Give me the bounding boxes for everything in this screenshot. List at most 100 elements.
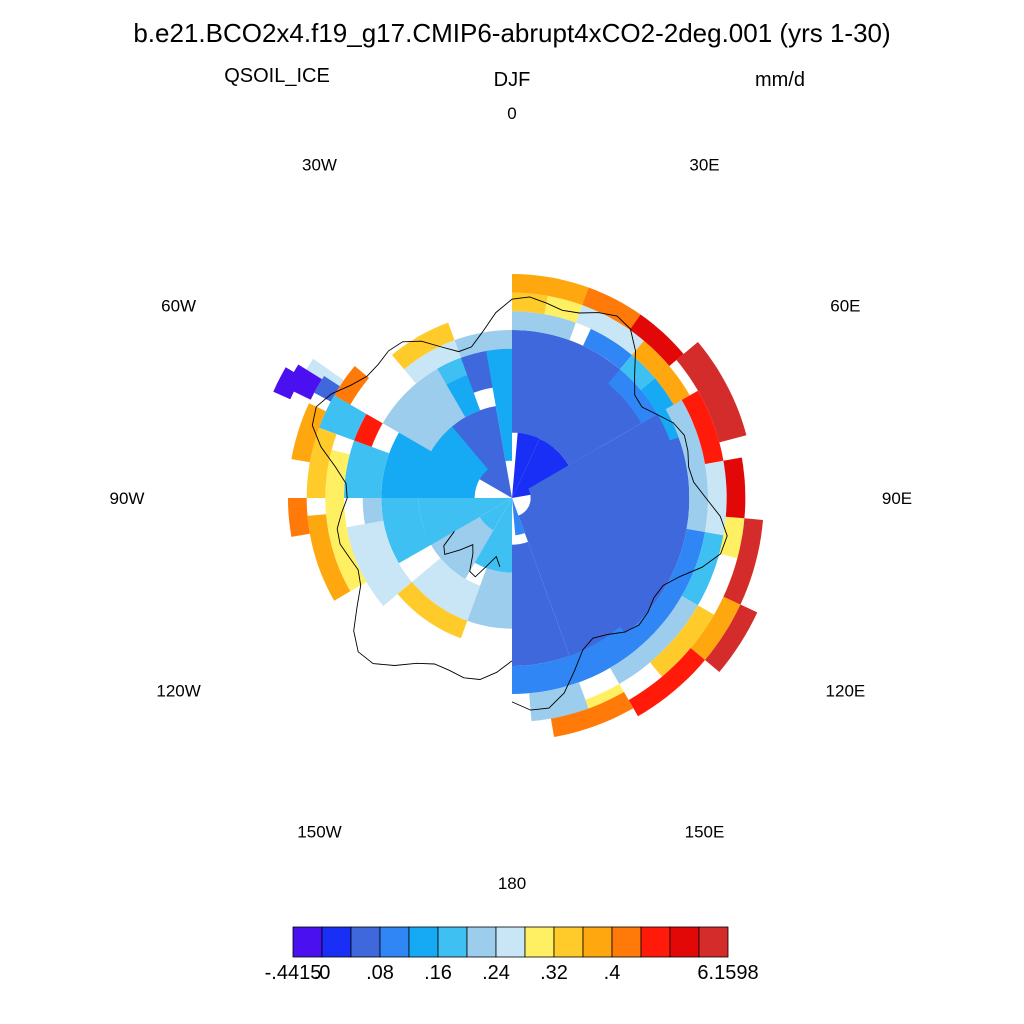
colorbar-box-11 <box>611 926 642 958</box>
colorbar-box-7 <box>495 926 526 958</box>
data-sector-64 <box>628 648 705 717</box>
colorbar-label-5: .32 <box>540 962 568 984</box>
coastline <box>311 296 728 711</box>
data-sector-59 <box>334 366 369 405</box>
data-sector-52 <box>397 582 468 639</box>
longitude-labels: 0 30E 60E 90E 120E 150E 180 150W 120W 90W 60W 30W <box>110 104 913 893</box>
data-sector-40 <box>404 340 461 384</box>
lon-label-2: 60E <box>830 297 860 316</box>
lon-label-1: 30E <box>689 156 719 175</box>
data-sector-67 <box>629 314 684 366</box>
colorbar-box-9 <box>553 926 584 958</box>
data-sector-7 <box>518 409 690 665</box>
data-sector-28 <box>681 532 724 606</box>
colorbar-label-1: .0 <box>314 962 331 984</box>
colorbar-box-12 <box>640 926 671 958</box>
data-sector-72 <box>273 367 302 400</box>
data-sector-73 <box>314 376 340 402</box>
colorbar-box-10 <box>582 926 613 958</box>
data-sector-42 <box>705 460 727 536</box>
data-sector-26 <box>319 395 367 441</box>
data-sector-20 <box>418 498 512 545</box>
data-sector-31 <box>467 568 512 629</box>
data-sector-65 <box>354 414 383 447</box>
variable-name: QSOIL_ICE <box>224 65 330 87</box>
lon-label-3: 90E <box>882 489 912 508</box>
data-sector-23 <box>381 498 432 564</box>
data-sector-61 <box>582 287 641 330</box>
coastline-path <box>311 296 728 711</box>
lon-label-5: 150E <box>685 822 725 841</box>
colorbar-label-6: .4 <box>604 962 621 984</box>
colorbar-box-13 <box>669 926 700 958</box>
data-sector-22 <box>474 498 512 573</box>
data-sector-68 <box>723 518 763 605</box>
data-sector-50 <box>392 322 455 370</box>
data-sector-6 <box>512 330 658 466</box>
data-sector-21 <box>479 498 512 531</box>
data-sector-63 <box>681 390 724 464</box>
data-sector-8 <box>512 541 570 666</box>
data-sectors <box>273 274 763 737</box>
colorbar-box-1 <box>321 926 352 958</box>
data-sector-13 <box>608 369 658 424</box>
data-sector-53 <box>650 605 715 677</box>
data-sector-25 <box>437 357 468 385</box>
lon-label-9: 90W <box>110 489 145 508</box>
data-sector-70 <box>705 604 758 672</box>
colorbar-box-0 <box>292 926 323 958</box>
lon-label-10: 60W <box>161 297 196 316</box>
data-sector-69 <box>676 342 747 443</box>
colorbar-box-8 <box>524 926 555 958</box>
data-sector-11 <box>583 328 632 370</box>
data-sector-10 <box>512 498 525 536</box>
data-sector-39 <box>346 520 412 606</box>
data-sector-56 <box>632 340 690 405</box>
data-sector-15 <box>486 348 512 462</box>
data-sector-49 <box>306 427 337 498</box>
colorbar-label-0: -.4415 <box>265 962 322 984</box>
lon-label-6: 180 <box>498 874 526 893</box>
data-sector-35 <box>665 400 708 532</box>
data-sector-29 <box>382 368 466 452</box>
data-sector-47 <box>719 516 745 559</box>
colorbar-box-6 <box>466 926 497 958</box>
data-sector-66 <box>723 457 746 519</box>
data-sector-54 <box>307 514 351 601</box>
colorbar-box-14 <box>698 926 729 958</box>
chart-title: b.e21.BCO2x4.f19_g17.CMIP6-abrupt4xCO2-2… <box>133 18 890 48</box>
data-sector-55 <box>512 274 589 305</box>
lon-label-4: 120E <box>826 682 866 701</box>
lon-label-11: 30W <box>302 156 337 175</box>
data-sector-27 <box>620 355 655 390</box>
colorbar-label-4: .24 <box>482 962 510 984</box>
colorbar-box-4 <box>408 926 439 958</box>
data-sector-24 <box>344 440 390 498</box>
data-sector-57 <box>291 403 326 463</box>
colorbar-label-3: .16 <box>424 962 452 984</box>
data-sector-14 <box>512 626 638 694</box>
units-label: mm/d <box>755 69 805 91</box>
data-sector-30 <box>431 516 494 579</box>
data-sector-60 <box>288 498 310 537</box>
data-sector-36 <box>610 596 698 684</box>
lon-label-7: 150W <box>297 822 341 841</box>
data-sector-45 <box>328 527 367 592</box>
data-sector-38 <box>411 558 481 621</box>
ice-shelf-path <box>443 531 501 578</box>
colorbar-box-3 <box>379 926 410 958</box>
colorbar-box-2 <box>350 926 381 958</box>
data-sector-46 <box>544 295 583 323</box>
data-sector-51 <box>512 292 548 315</box>
data-sector-44 <box>325 449 350 531</box>
lon-label-8: 120W <box>156 682 200 701</box>
lon-label-0: 0 <box>507 104 516 123</box>
season-label: DJF <box>494 69 531 91</box>
colorbar-label-7: 6.1598 <box>697 962 758 984</box>
colorbar-label-2: .08 <box>366 962 394 984</box>
colorbar: -.4415.0 .08 .16 .24 .32 .4 6.1598 <box>265 926 759 984</box>
data-sector-41 <box>575 305 644 355</box>
data-sector-37 <box>529 682 589 722</box>
colorbar-box-5 <box>437 926 468 958</box>
